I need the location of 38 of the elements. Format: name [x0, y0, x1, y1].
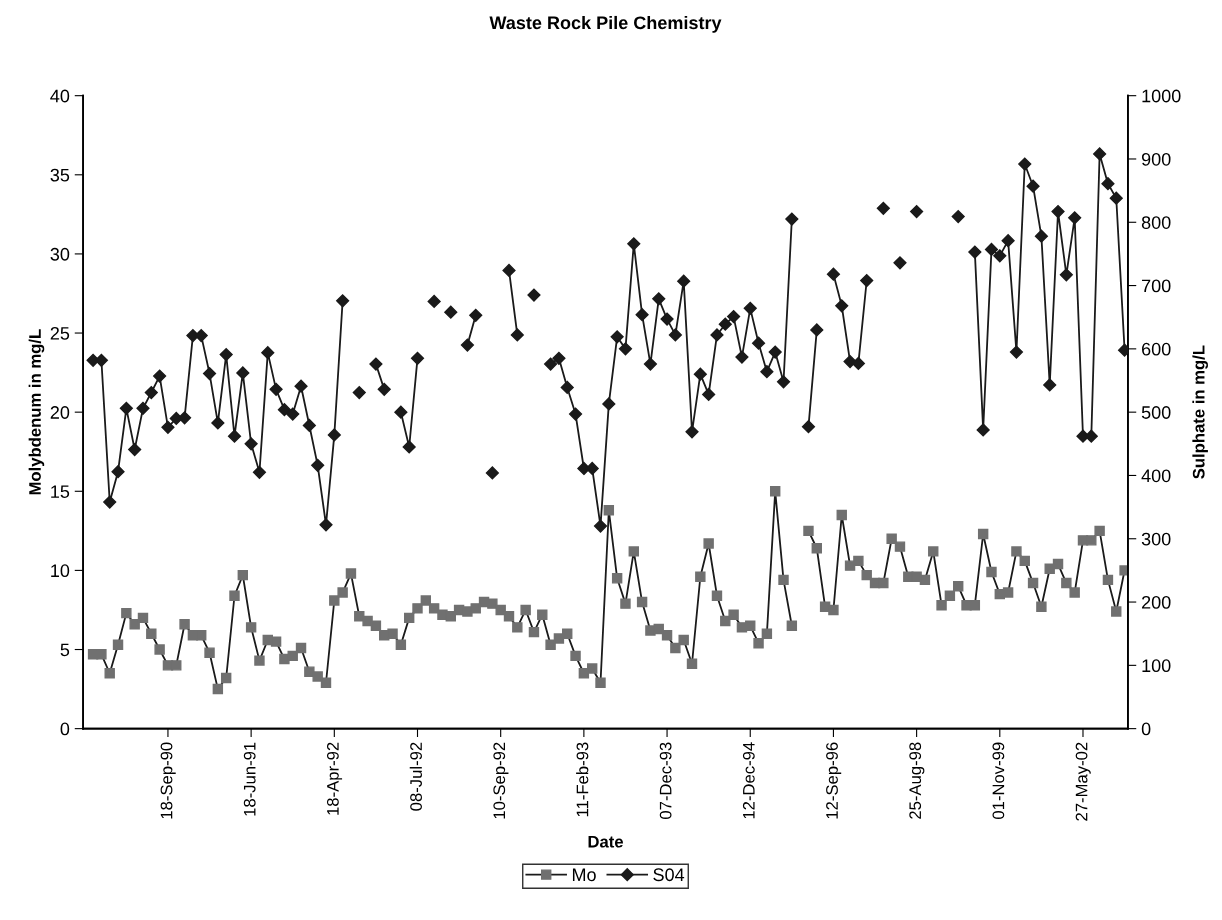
y2-tick-label: 900	[1141, 152, 1171, 166]
y2-tick-label: 1000	[1142, 89, 1181, 103]
x-tick-label: 12-Dec-94	[742, 742, 755, 819]
y-tick-label: 35	[50, 168, 70, 182]
y2-tick-label: 400	[1141, 469, 1171, 483]
y-tick-label: 15	[51, 485, 70, 498]
y2-tick-label: 500	[1141, 406, 1171, 419]
x-tick-label: 01-Nov-99	[992, 742, 1005, 819]
y-tick-label: 30	[50, 247, 70, 261]
y2-tick-label: 100	[1142, 659, 1171, 673]
legend-label: Mo	[572, 868, 596, 882]
x-axis-title: Date	[588, 835, 623, 848]
x-tick-label: 18-Sep-90	[160, 742, 176, 819]
y-tick-label: 20	[50, 406, 70, 419]
y2-axis-title: Sulphate in mg/L	[1192, 345, 1208, 479]
legend-label: S04	[653, 868, 685, 882]
y2-tick-label: 300	[1141, 532, 1171, 546]
x-tick-label: 10-Sep-92	[493, 742, 509, 819]
y-tick-label: 10	[51, 564, 70, 578]
y-tick-label: 25	[50, 326, 70, 340]
y2-tick-label: 200	[1142, 595, 1171, 609]
x-tick-label: 08-Jul-92	[409, 742, 422, 811]
y-tick-label: 5	[60, 643, 70, 657]
y2-tick-label: 800	[1141, 216, 1171, 229]
x-tick-label: 11-Feb-93	[576, 742, 589, 817]
x-tick-label: 18-Apr-92	[326, 742, 343, 815]
x-tick-label: 27-May-02	[1075, 742, 1091, 821]
chart-title: Waste Rock Pile Chemistry	[489, 15, 722, 33]
y-tick-label: 40	[50, 89, 70, 103]
y-tick-label: 0	[60, 722, 70, 736]
y2-tick-label: 700	[1142, 279, 1171, 293]
y2-tick-label: 600	[1142, 342, 1171, 356]
x-tick-label: 18-Jun-91	[243, 742, 256, 816]
x-tick-label: 25-Aug-98	[909, 742, 925, 819]
x-tick-label: 07-Dec-93	[659, 742, 672, 819]
y2-tick-label: 0	[1141, 722, 1151, 736]
y-axis-title: Molybdenum in mg/L	[28, 329, 45, 495]
x-tick-label: 12-Sep-96	[826, 742, 842, 819]
